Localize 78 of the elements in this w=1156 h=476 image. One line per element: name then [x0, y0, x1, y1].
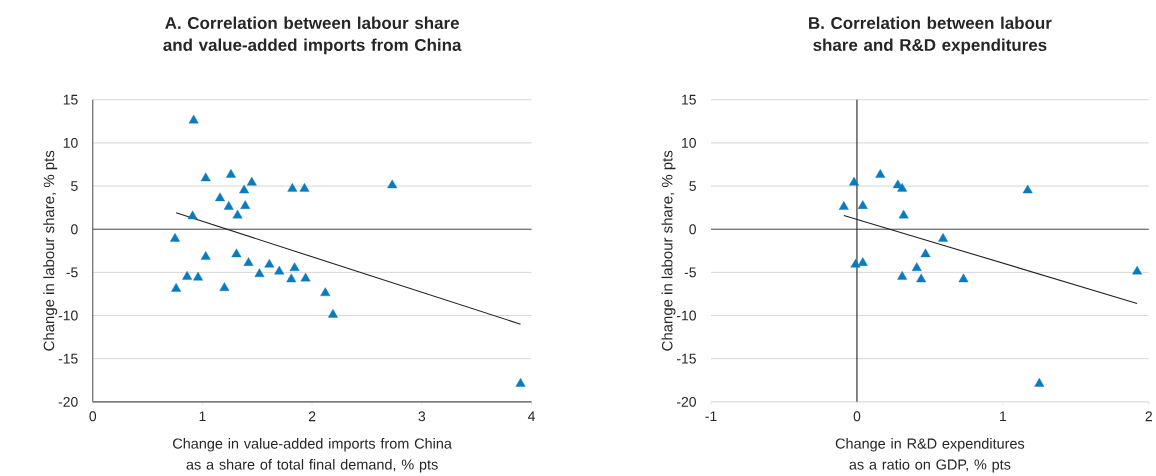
y-tick-label: -15: [676, 353, 696, 364]
point: [254, 268, 265, 278]
point: [182, 271, 193, 280]
point: [920, 248, 931, 258]
point: [857, 257, 868, 266]
x-tick-label: 2: [308, 411, 316, 422]
y-tick-label: -5: [66, 267, 78, 278]
point: [264, 259, 275, 268]
point: [226, 169, 236, 178]
y-tick-label: -10: [58, 310, 78, 321]
x-tick-label: 1: [1000, 411, 1007, 422]
y-tick-label: -15: [58, 353, 78, 364]
point: [850, 259, 861, 268]
y-tick-label: -10: [676, 310, 696, 321]
chart-title: A. Correlation between labour share and value-added imports from China: [163, 16, 462, 55]
y-tick-label: -20: [58, 397, 78, 407]
point: [239, 184, 250, 194]
point: [240, 200, 251, 209]
point: [193, 271, 203, 281]
point: [897, 183, 908, 192]
point: [911, 262, 922, 272]
point: [1034, 378, 1045, 387]
point: [289, 262, 300, 272]
y-tick-label: 0: [71, 224, 78, 235]
point: [286, 273, 297, 283]
x-tick-label: 4: [527, 411, 535, 422]
y-tick-label: 5: [71, 181, 78, 191]
point: [300, 272, 311, 282]
point: [875, 169, 886, 178]
point: [274, 265, 285, 275]
point: [958, 273, 969, 283]
y-tick-label: 15: [682, 94, 696, 105]
y-axis-title: Change in labour share, % pts: [661, 150, 676, 351]
point: [171, 283, 182, 292]
point: [328, 309, 338, 318]
point: [232, 209, 243, 219]
point: [515, 378, 526, 387]
y-tick-label: -20: [676, 397, 696, 407]
point: [188, 114, 199, 124]
point: [287, 183, 298, 192]
x-tick-label: 2: [1145, 411, 1152, 422]
x-tick-label: 1: [199, 411, 206, 422]
point: [387, 179, 398, 189]
y-axis-title: Change in labour share, % pts: [43, 150, 58, 351]
y-tick-label: 15: [63, 94, 78, 105]
point: [1022, 184, 1033, 194]
x-tick-label: -1: [705, 411, 717, 422]
point: [246, 176, 257, 186]
point: [320, 287, 331, 297]
point: [170, 233, 180, 242]
x-axis-title: Change in value-added imports from China as a share of total final demand, % pts: [173, 438, 452, 473]
x-axis-title: Change in R&D expenditures as a ratio on GDP, % pts: [835, 438, 1025, 473]
point: [857, 200, 868, 209]
point: [938, 233, 948, 242]
point: [849, 176, 859, 186]
y-tick-label: -5: [684, 267, 696, 278]
y-tick-label: 5: [689, 181, 696, 191]
point: [897, 271, 908, 280]
y-tick-label: 10: [63, 138, 78, 148]
point: [243, 257, 254, 266]
x-tick-label: 0: [853, 411, 861, 422]
point: [299, 183, 310, 192]
point: [187, 210, 198, 220]
point: [223, 201, 234, 210]
x-tick-label: 0: [89, 411, 97, 422]
point: [219, 282, 230, 291]
point: [838, 201, 849, 210]
point: [898, 209, 909, 219]
y-tick-label: 0: [689, 224, 696, 235]
y-tick-label: 10: [682, 138, 696, 148]
point: [231, 248, 242, 258]
point: [916, 273, 927, 283]
point: [1132, 265, 1143, 275]
chart-title: B. Correlation between labour share and R&D expenditures: [809, 16, 1052, 55]
point: [215, 192, 225, 202]
point: [200, 251, 211, 260]
x-tick-label: 3: [418, 411, 426, 422]
point: [200, 172, 211, 182]
